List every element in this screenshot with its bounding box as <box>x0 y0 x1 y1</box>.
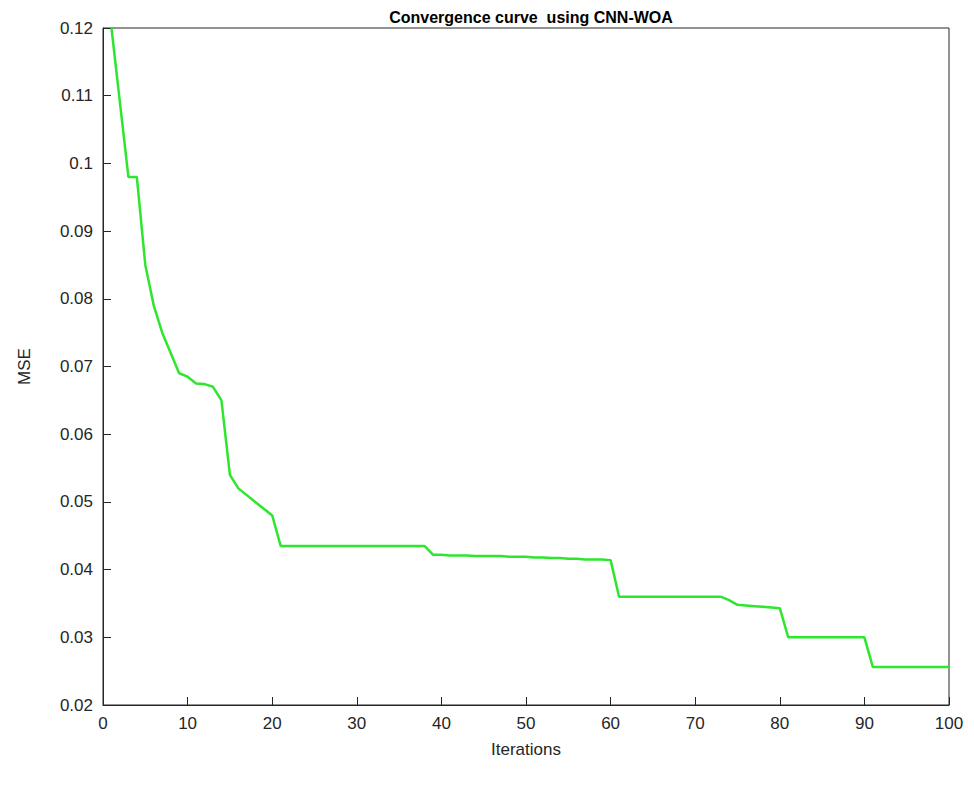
svg-text:50: 50 <box>517 714 536 733</box>
svg-text:40: 40 <box>432 714 451 733</box>
svg-text:70: 70 <box>686 714 705 733</box>
svg-text:0.11: 0.11 <box>61 86 93 105</box>
svg-text:Convergence curve using CNN-W: Convergence curve using CNN-WOA <box>389 9 673 26</box>
svg-text:0.08: 0.08 <box>60 289 93 308</box>
svg-text:Iterations: Iterations <box>491 740 561 759</box>
svg-text:0.02: 0.02 <box>60 696 93 715</box>
svg-text:0.06: 0.06 <box>60 425 93 444</box>
svg-text:100: 100 <box>935 714 963 733</box>
svg-text:0.05: 0.05 <box>60 492 93 511</box>
svg-text:80: 80 <box>770 714 789 733</box>
svg-text:0.04: 0.04 <box>60 560 93 579</box>
svg-text:60: 60 <box>601 714 620 733</box>
svg-text:30: 30 <box>347 714 366 733</box>
svg-text:0.07: 0.07 <box>60 357 93 376</box>
svg-text:20: 20 <box>263 714 282 733</box>
svg-text:90: 90 <box>855 714 874 733</box>
svg-text:10: 10 <box>178 714 197 733</box>
svg-text:0.12: 0.12 <box>60 19 93 38</box>
svg-text:0.1: 0.1 <box>69 154 93 173</box>
svg-text:0.03: 0.03 <box>60 628 93 647</box>
svg-text:0: 0 <box>98 714 107 733</box>
svg-text:0.09: 0.09 <box>60 222 93 241</box>
svg-text:MSE: MSE <box>15 348 34 385</box>
